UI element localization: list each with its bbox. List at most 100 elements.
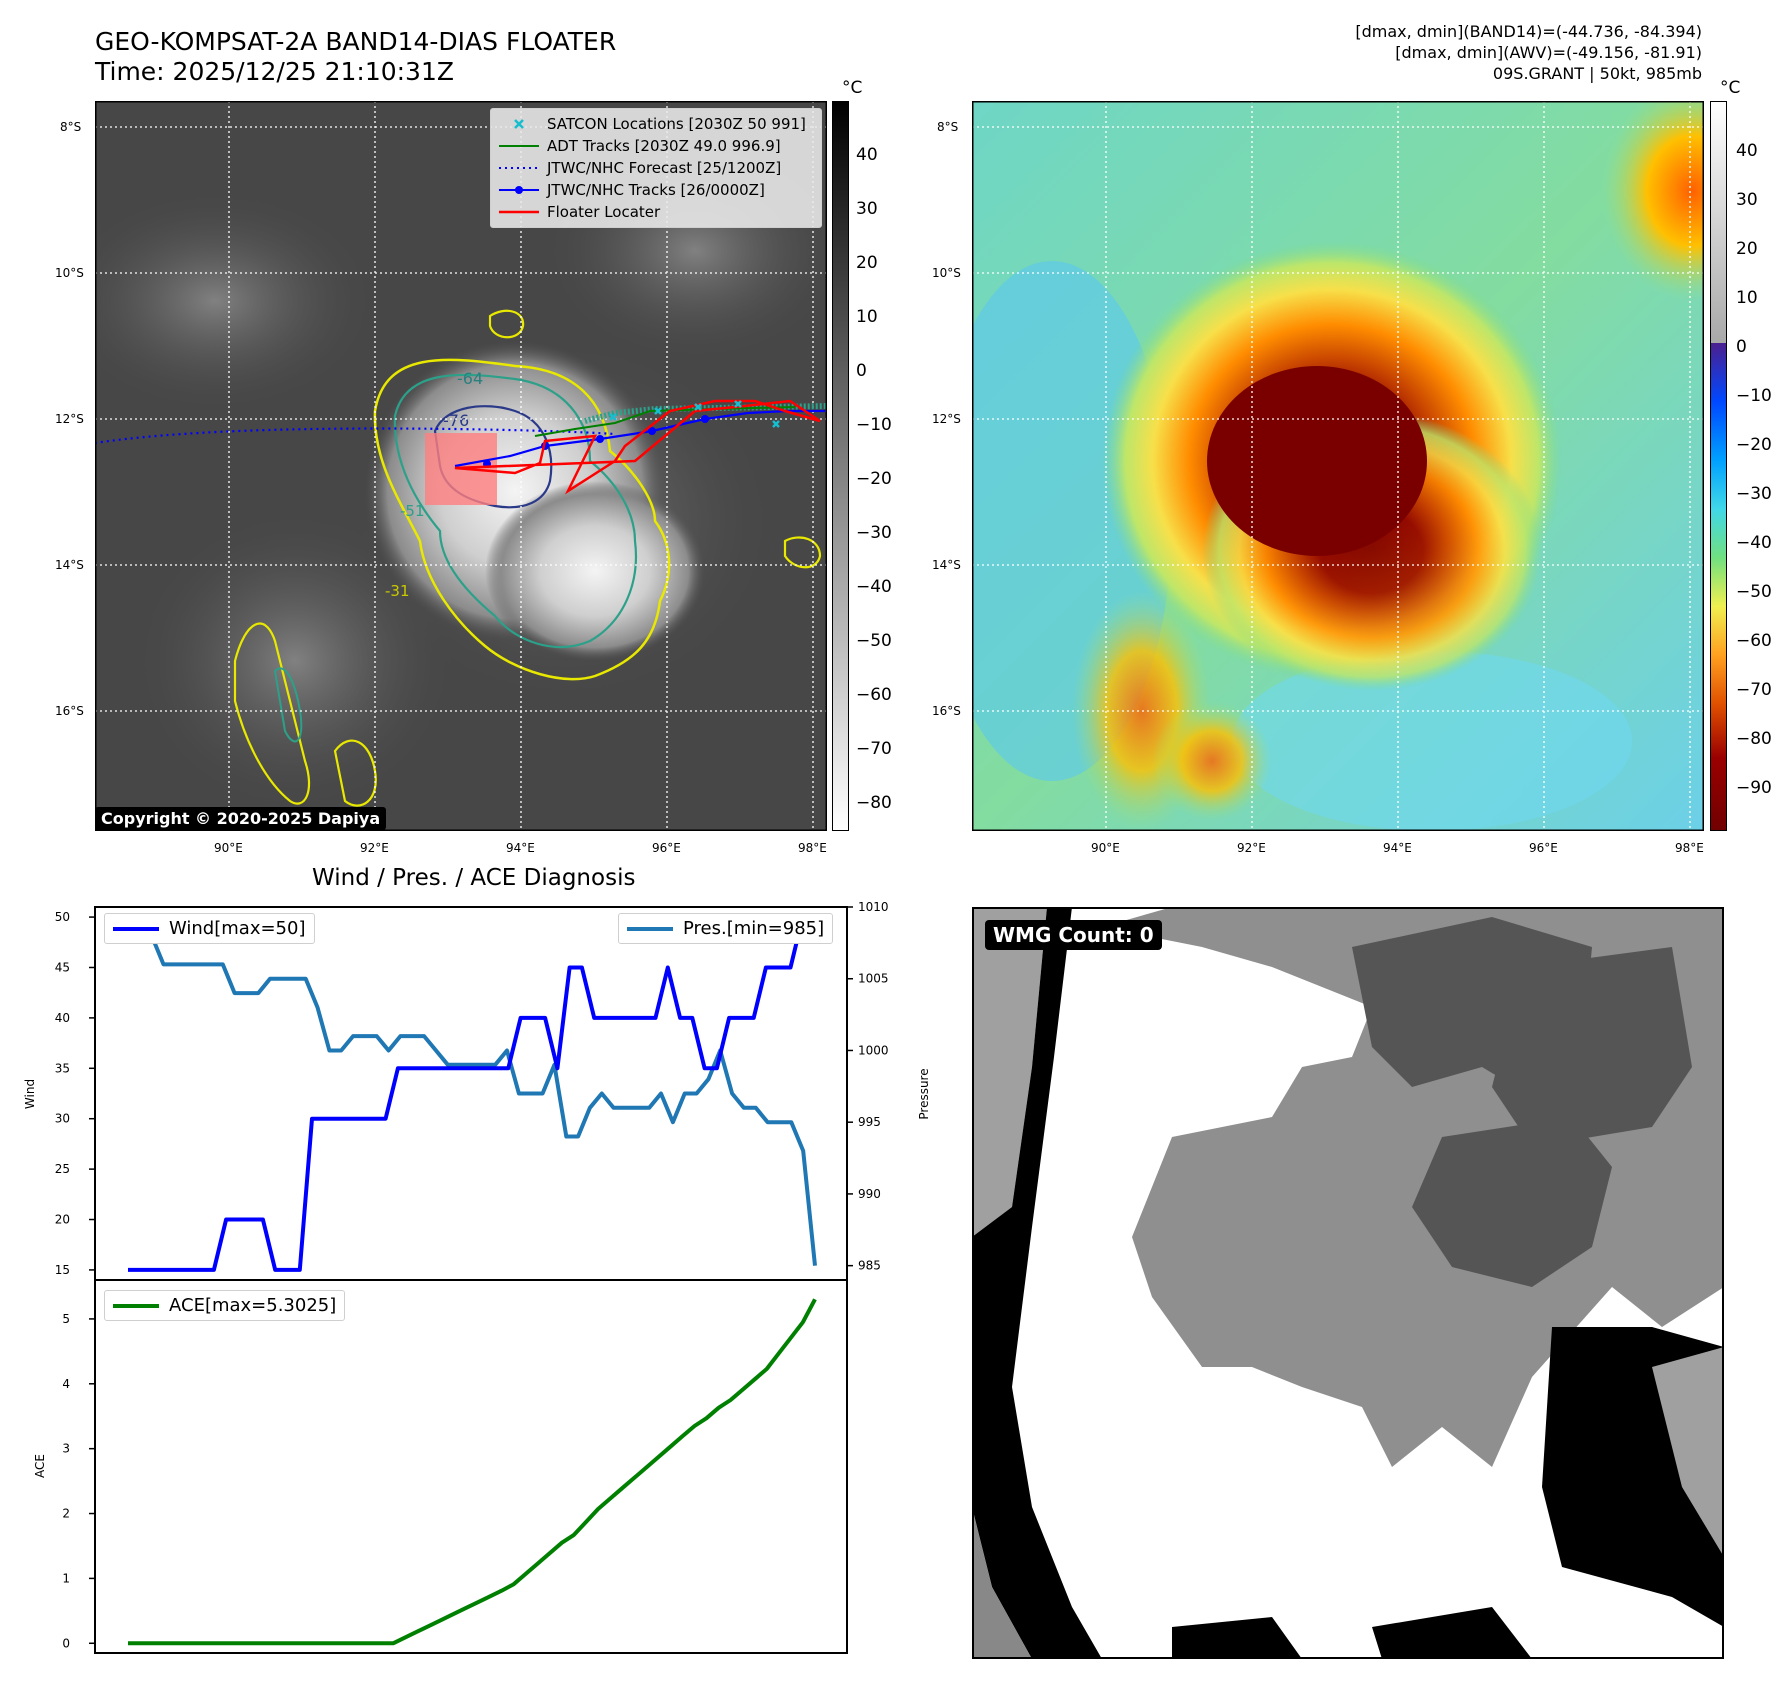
lat-tick: 14°S [932, 558, 961, 572]
pressure-tick-label: 1010 [858, 900, 889, 914]
wind-tick-label: 15 [55, 1263, 70, 1277]
pressure-series-line [128, 933, 817, 1266]
ir-colorbar-tick: −30 [856, 523, 892, 543]
storm-info: 09S.GRANT | 50kt, 985mb [1492, 64, 1702, 83]
lat-tick: 16°S [932, 704, 961, 718]
awv-cold-core [1207, 366, 1427, 556]
ace-axes-frame [94, 1279, 848, 1654]
lon-tick: 98°E [798, 841, 827, 855]
ir-colorbar-tick: 40 [856, 145, 878, 165]
awv-colorbar-tick: −60 [1736, 631, 1772, 651]
lon-tick: 90°E [1091, 841, 1120, 855]
copyright-badge: Copyright © 2020-2025 Dapiya [95, 807, 387, 830]
contour-label: -64 [457, 369, 483, 388]
info-awv-range: [dmax, dmin](AWV)=(-49.156, -81.91) [1395, 43, 1702, 62]
lon-tick: 92°E [1237, 841, 1266, 855]
wind-axis-label: Wind [23, 1079, 37, 1109]
awv-colorbar-tick: −20 [1736, 435, 1772, 455]
wind-tick-label: 35 [55, 1061, 70, 1075]
awv-colorbar-tick: −40 [1736, 533, 1772, 553]
ir-colorbar-unit: °C [842, 78, 863, 98]
wind-tick-label: 30 [55, 1112, 70, 1126]
contour-label: -51 [400, 502, 425, 520]
awv-colorbar-tick: −70 [1736, 680, 1772, 700]
ir-colorbar-tick: −60 [856, 685, 892, 705]
pressure-tick-label: 995 [858, 1115, 881, 1129]
satcon-markers [609, 400, 780, 428]
awv-colorbar-tick: −50 [1736, 582, 1772, 602]
map-legend: SATCON Locations [2030Z 50 991] ADT Trac… [490, 108, 822, 228]
legend-adt: ADT Tracks [2030Z 49.0 996.9] [499, 137, 781, 155]
ace-legend: ACE[max=5.3025] [104, 1290, 346, 1321]
ir-colorbar-tick: −80 [856, 793, 892, 813]
lat-tick: 12°S [55, 412, 84, 426]
wind-tick-label: 20 [55, 1213, 70, 1227]
awv-colorbar-tick: 0 [1736, 337, 1747, 357]
legend-forecast: JTWC/NHC Forecast [25/1200Z] [499, 159, 782, 177]
ace-tick-label: 0 [62, 1636, 70, 1650]
ace-tick-label: 4 [62, 1377, 70, 1391]
pressure-tick-label: 985 [858, 1259, 881, 1273]
awv-colorbar-unit: °C [1720, 78, 1741, 98]
lon-tick: 92°E [360, 841, 389, 855]
ir-colorbar-tick: −40 [856, 577, 892, 597]
lon-tick: 98°E [1675, 841, 1704, 855]
ace-legend-swatch [113, 1303, 159, 1308]
wmg-count-badge: WMG Count: 0 [985, 920, 1162, 950]
awv-colorbar-tick: 10 [1736, 288, 1758, 308]
legend-floater: Floater Locater [499, 203, 661, 221]
lat-tick: 14°S [55, 558, 84, 572]
ir-colorbar-tick: −70 [856, 739, 892, 759]
ace-axis-label: ACE [33, 1454, 47, 1478]
wind-tick-label: 40 [55, 1011, 70, 1025]
figure-time: Time: 2025/12/25 21:10:31Z [95, 57, 454, 86]
lat-tick: 12°S [932, 412, 961, 426]
ace-tick-label: 2 [62, 1507, 70, 1521]
ir-colorbar-tick: 10 [856, 307, 878, 327]
ir-colorbar-tick: −50 [856, 631, 892, 651]
wind-legend-swatch [113, 926, 159, 931]
lat-tick: 8°S [937, 120, 959, 134]
awv-colorbar [1710, 101, 1727, 831]
ace-series-line [128, 1298, 817, 1646]
wmg-map [972, 907, 1724, 1659]
awv-colorbar-tick: 40 [1736, 141, 1758, 161]
awv-colorbar-tick: 30 [1736, 190, 1758, 210]
lon-tick: 96°E [1529, 841, 1558, 855]
pressure-tick-label: 990 [858, 1187, 881, 1201]
diagnosis-title: Wind / Pres. / ACE Diagnosis [312, 865, 636, 891]
lon-tick: 94°E [506, 841, 535, 855]
pressure-legend-swatch [627, 926, 673, 931]
legend-tracks: JTWC/NHC Tracks [26/0000Z] [491, 179, 821, 201]
ir-colorbar-tick: 30 [856, 199, 878, 219]
awv-colorbar-tick: −10 [1736, 386, 1772, 406]
pressure-tick-label: 1005 [858, 972, 889, 986]
lat-tick: 8°S [60, 120, 82, 134]
contour-yellow [373, 358, 671, 681]
ir-colorbar-tick: 20 [856, 253, 878, 273]
pressure-axis-label: Pressure [917, 1068, 931, 1119]
lon-tick: 96°E [652, 841, 681, 855]
contour-label: -76 [443, 411, 469, 430]
pressure-legend: Pres.[min=985] [618, 913, 834, 944]
ir-colorbar [832, 101, 849, 831]
figure-title: GEO-KOMPSAT-2A BAND14-DIAS FLOATER [95, 27, 617, 56]
info-band14-range: [dmax, dmin](BAND14)=(-44.736, -84.394) [1355, 22, 1702, 41]
legend-satcon: SATCON Locations [2030Z 50 991] [491, 113, 821, 135]
lat-tick: 10°S [932, 266, 961, 280]
contour-label: -31 [385, 582, 410, 600]
lat-tick: 10°S [55, 266, 84, 280]
wind-tick-label: 50 [55, 910, 70, 924]
ir-colorbar-tick: −10 [856, 415, 892, 435]
awv-colorbar-tick: −90 [1736, 778, 1772, 798]
ace-tick-label: 1 [62, 1571, 70, 1585]
lat-tick: 16°S [55, 704, 84, 718]
lon-tick: 90°E [214, 841, 243, 855]
ir-colorbar-tick: −20 [856, 469, 892, 489]
awv-map [972, 101, 1704, 831]
wind-series-line [128, 915, 815, 1272]
ace-tick-label: 3 [62, 1442, 70, 1456]
wind-tick-label: 45 [55, 960, 70, 974]
awv-gridlines [972, 101, 1704, 831]
